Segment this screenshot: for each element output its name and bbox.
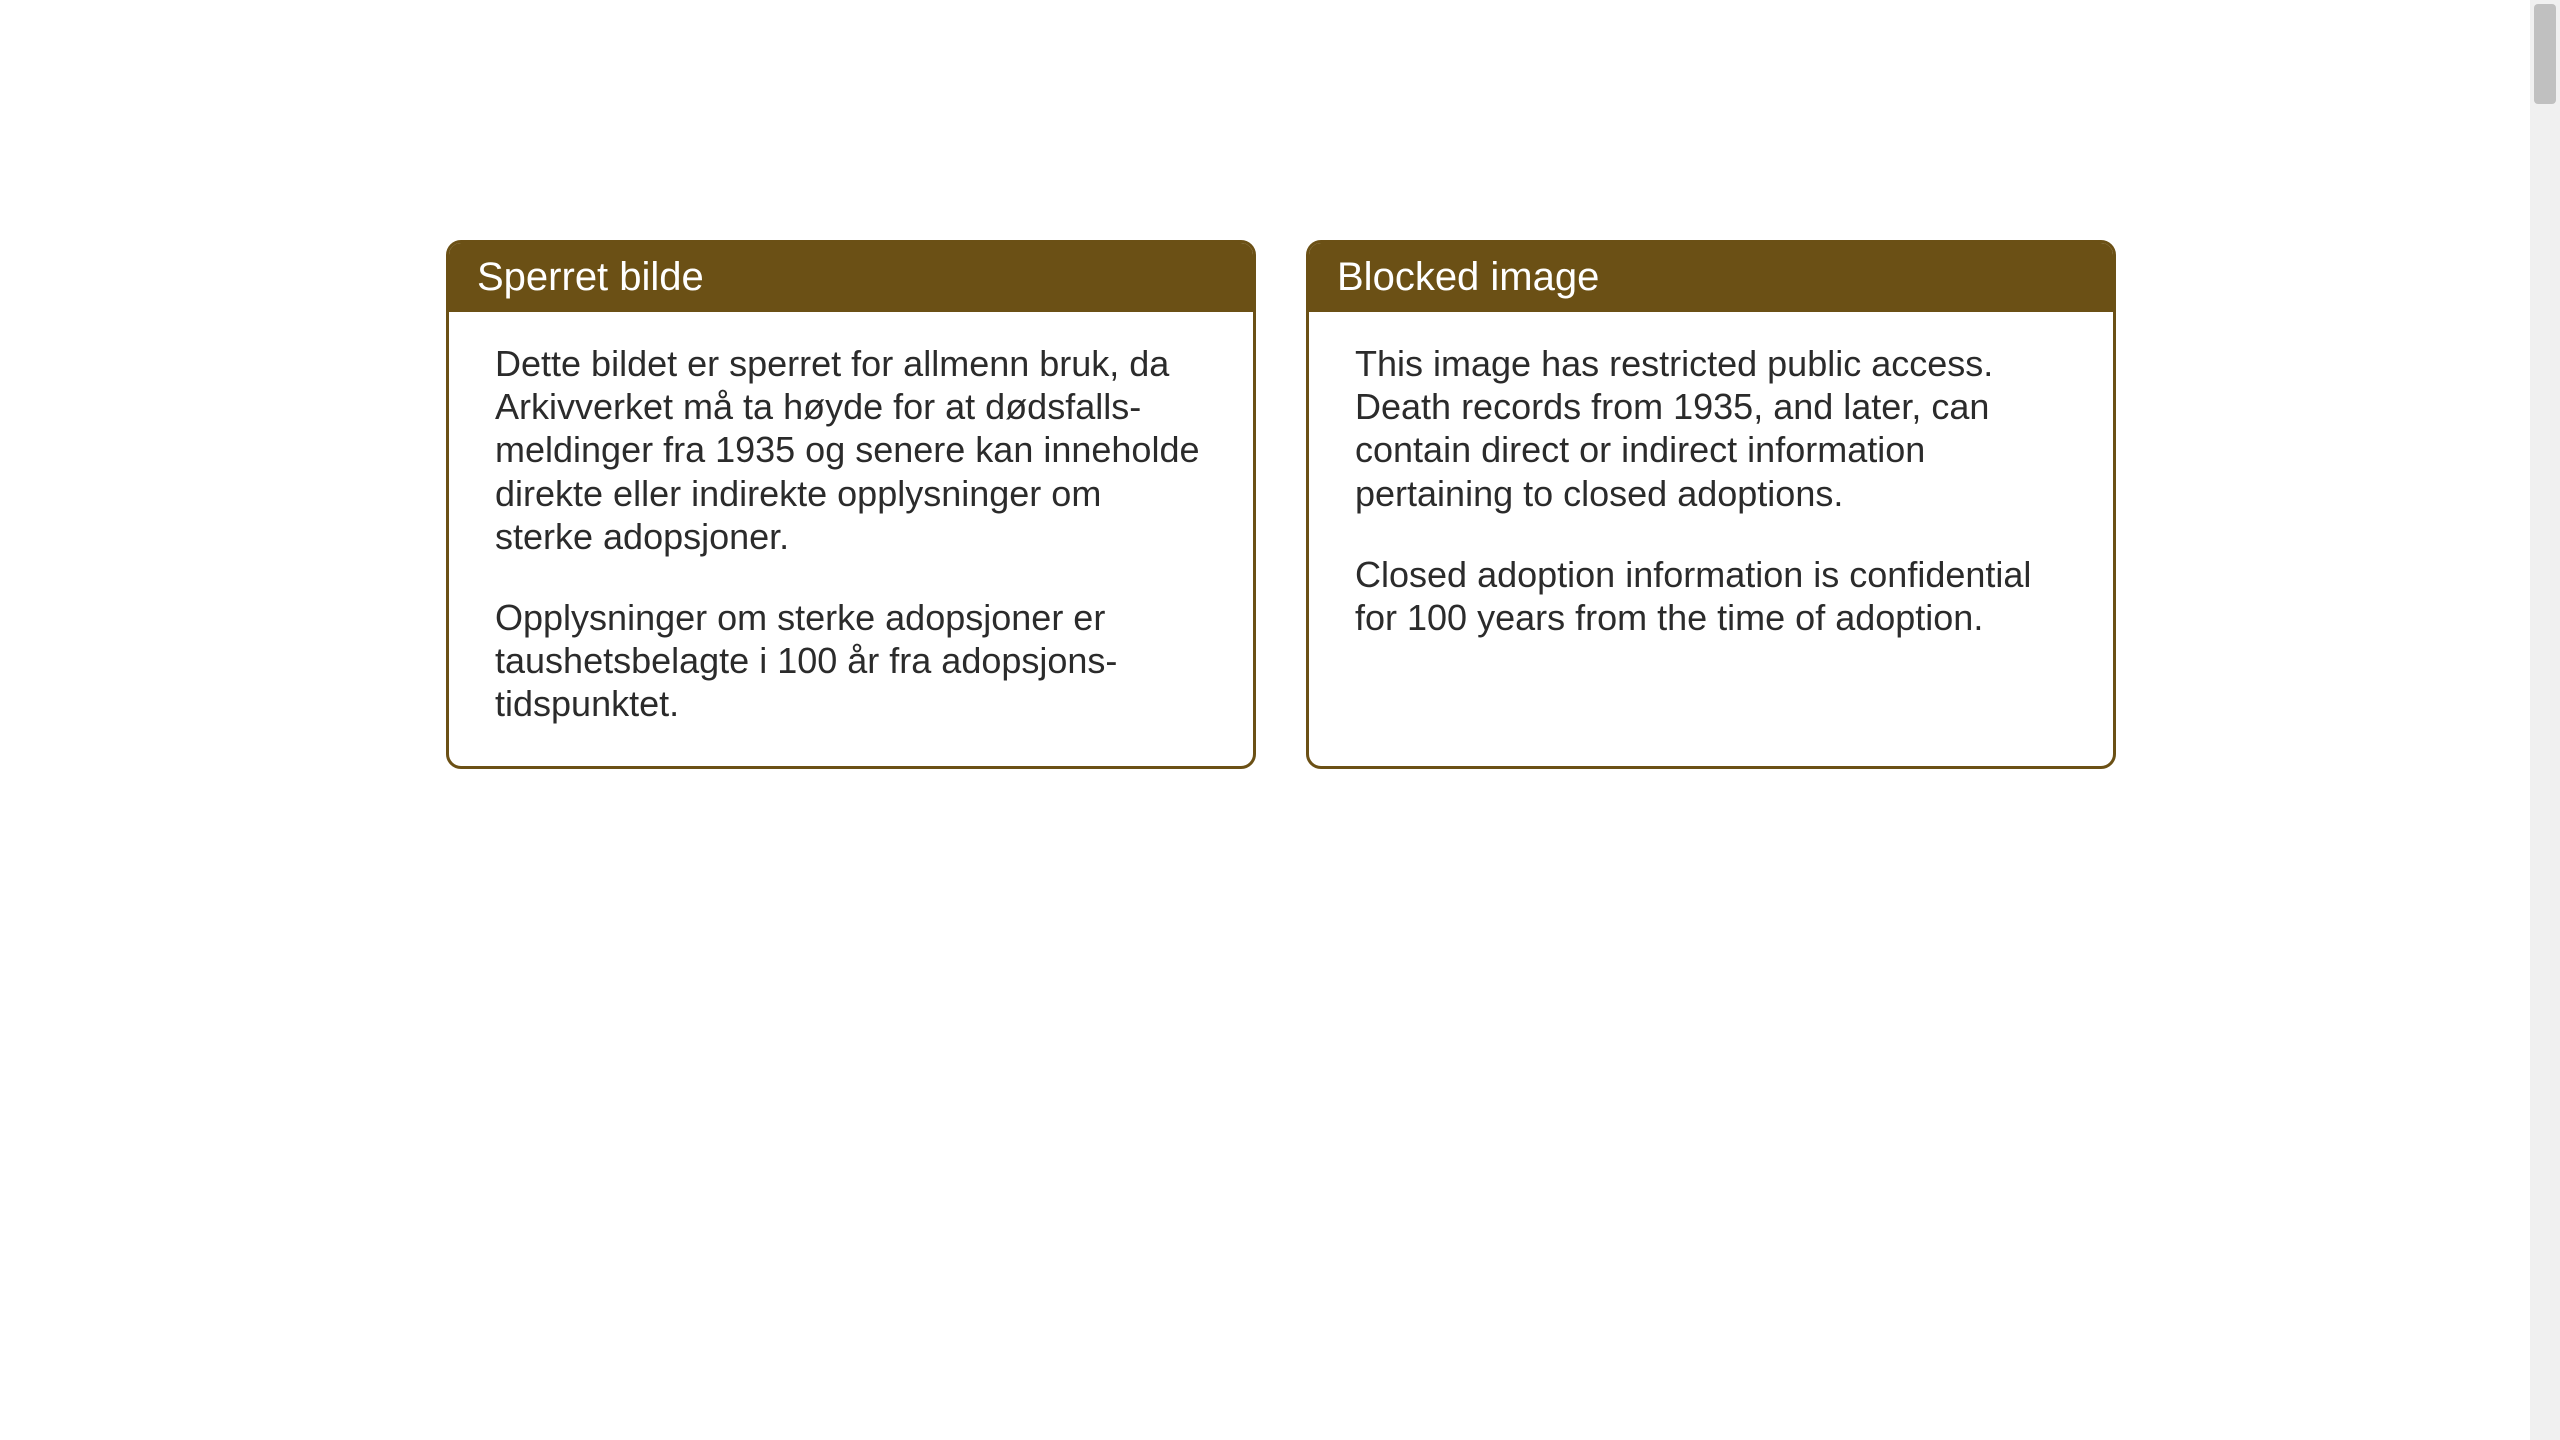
notice-paragraph: Opplysninger om sterke adopsjoner er tau… [495,596,1207,726]
notice-paragraph: Dette bildet er sperret for allmenn bruk… [495,342,1207,558]
notice-box-english: Blocked image This image has restricted … [1306,240,2116,769]
notice-paragraph: Closed adoption information is confident… [1355,553,2067,639]
scrollbar-thumb[interactable] [2534,4,2556,104]
notice-container: Sperret bilde Dette bildet er sperret fo… [446,240,2116,769]
notice-header-norwegian: Sperret bilde [449,243,1253,312]
notice-body-english: This image has restricted public access.… [1309,312,2113,742]
notice-box-norwegian: Sperret bilde Dette bildet er sperret fo… [446,240,1256,769]
notice-header-english: Blocked image [1309,243,2113,312]
scrollbar-vertical[interactable] [2530,0,2560,1440]
notice-body-norwegian: Dette bildet er sperret for allmenn bruk… [449,312,1253,766]
notice-paragraph: This image has restricted public access.… [1355,342,2067,515]
